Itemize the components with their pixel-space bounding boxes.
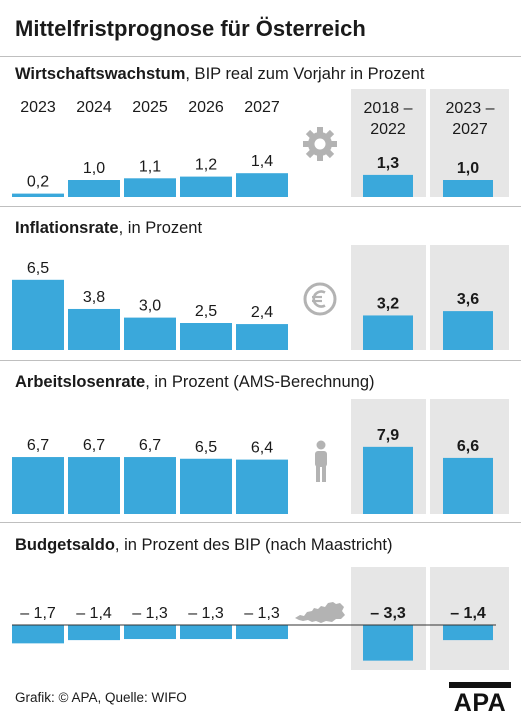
apa-logo: APA xyxy=(449,682,511,712)
unemployment-bar-chart: 6,7 6,7 6,7 6,5 6,4 7,9 6,6 xyxy=(12,427,493,514)
data-bar xyxy=(180,323,232,350)
data-bar xyxy=(124,625,176,640)
data-bar xyxy=(68,457,120,514)
avg-panel xyxy=(430,89,509,197)
average-value-label: 7,9 xyxy=(377,427,399,444)
inflation-bar-chart: 6,5 3,8 3,0 2,5 2,4 3,2 3,6 xyxy=(12,260,493,350)
year-label: 2025 xyxy=(132,99,168,116)
avg-panel xyxy=(430,567,509,670)
data-bar xyxy=(236,173,288,197)
average-value-label: 1,0 xyxy=(457,160,479,177)
value-label: 6,5 xyxy=(27,260,49,277)
average-value-label: 1,3 xyxy=(377,155,399,172)
average-bar xyxy=(363,446,413,514)
page-title: Mittelfristprognose für Österreich xyxy=(15,16,366,41)
data-bar xyxy=(68,308,120,350)
average-bar xyxy=(363,174,413,197)
value-label: – 1,7 xyxy=(20,605,56,622)
value-label: 3,8 xyxy=(83,289,105,306)
average-value-label: – 3,3 xyxy=(370,605,406,622)
average-bar xyxy=(443,625,493,641)
data-bar xyxy=(12,279,64,350)
divider xyxy=(0,206,521,207)
year-label: 2024 xyxy=(76,99,112,116)
divider xyxy=(0,56,521,57)
data-bar xyxy=(236,459,288,514)
data-bar xyxy=(12,457,64,514)
source-note: Grafik: © APA, Quelle: WIFO xyxy=(15,690,187,705)
average-bar xyxy=(443,311,493,350)
value-label: 1,4 xyxy=(251,153,273,170)
value-label: 1,2 xyxy=(195,157,217,174)
person-icon xyxy=(315,440,327,482)
data-bar xyxy=(180,625,232,640)
average-value-label: – 1,4 xyxy=(450,605,486,622)
average-value-label: 3,6 xyxy=(457,291,479,308)
year-label: 2023 xyxy=(20,99,56,116)
growth-bar-chart: 0,2 1,0 1,1 1,2 1,4 1,3 1,0 xyxy=(12,153,493,197)
year-label: 2026 xyxy=(188,99,224,116)
value-label: – 1,3 xyxy=(188,605,224,622)
average-value-label: 6,6 xyxy=(457,438,479,455)
data-bar xyxy=(124,317,176,350)
value-label: – 1,3 xyxy=(132,605,168,622)
value-label: – 1,4 xyxy=(76,605,112,622)
section-title-inflation: Inflationsrate, in Prozent xyxy=(15,219,203,237)
value-label: 6,4 xyxy=(251,440,273,457)
value-label: – 1,3 xyxy=(244,605,280,622)
section-title-budget: Budgetsaldo, in Prozent des BIP (nach Ma… xyxy=(15,536,393,554)
average-bar xyxy=(443,180,493,197)
value-label: 1,0 xyxy=(83,160,105,177)
section-title-growth: Wirtschaftswachstum, BIP real zum Vorjah… xyxy=(15,65,425,83)
data-bar xyxy=(12,193,64,197)
data-bar xyxy=(180,176,232,197)
austria-map-icon xyxy=(295,602,345,623)
data-bar xyxy=(236,625,288,640)
period-header: 2023 –2027 xyxy=(445,100,495,138)
divider xyxy=(0,360,521,361)
value-label: 6,7 xyxy=(83,437,105,454)
value-label: 6,7 xyxy=(139,437,161,454)
data-bar xyxy=(180,458,232,514)
average-value-label: 3,2 xyxy=(377,295,399,312)
data-bar xyxy=(68,625,120,641)
euro-icon xyxy=(303,282,337,316)
data-bar xyxy=(124,178,176,197)
average-bar xyxy=(443,457,493,514)
value-label: 2,4 xyxy=(251,304,273,321)
value-label: 2,5 xyxy=(195,303,217,320)
budget-bar-chart: – 1,7 – 1,4 – 1,3 – 1,3 – 1,3 – 3,3 – 1,4 xyxy=(12,605,496,661)
value-label: 1,1 xyxy=(139,158,161,175)
average-bar xyxy=(363,315,413,350)
value-label: 0,2 xyxy=(27,174,49,191)
divider xyxy=(0,522,521,523)
period-header: 2018 –2022 xyxy=(363,100,413,138)
data-bar xyxy=(236,324,288,350)
value-label: 3,0 xyxy=(139,298,161,315)
average-bar xyxy=(363,625,413,661)
svg-text:APA: APA xyxy=(454,689,506,712)
value-label: 6,7 xyxy=(27,437,49,454)
gear-icon xyxy=(303,127,337,161)
data-bar xyxy=(124,457,176,514)
year-label: 2027 xyxy=(244,99,280,116)
value-label: 6,5 xyxy=(195,439,217,456)
data-bar xyxy=(12,625,64,644)
data-bar xyxy=(68,180,120,197)
section-title-unemployment: Arbeitslosenrate, in Prozent (AMS-Berech… xyxy=(15,373,375,391)
